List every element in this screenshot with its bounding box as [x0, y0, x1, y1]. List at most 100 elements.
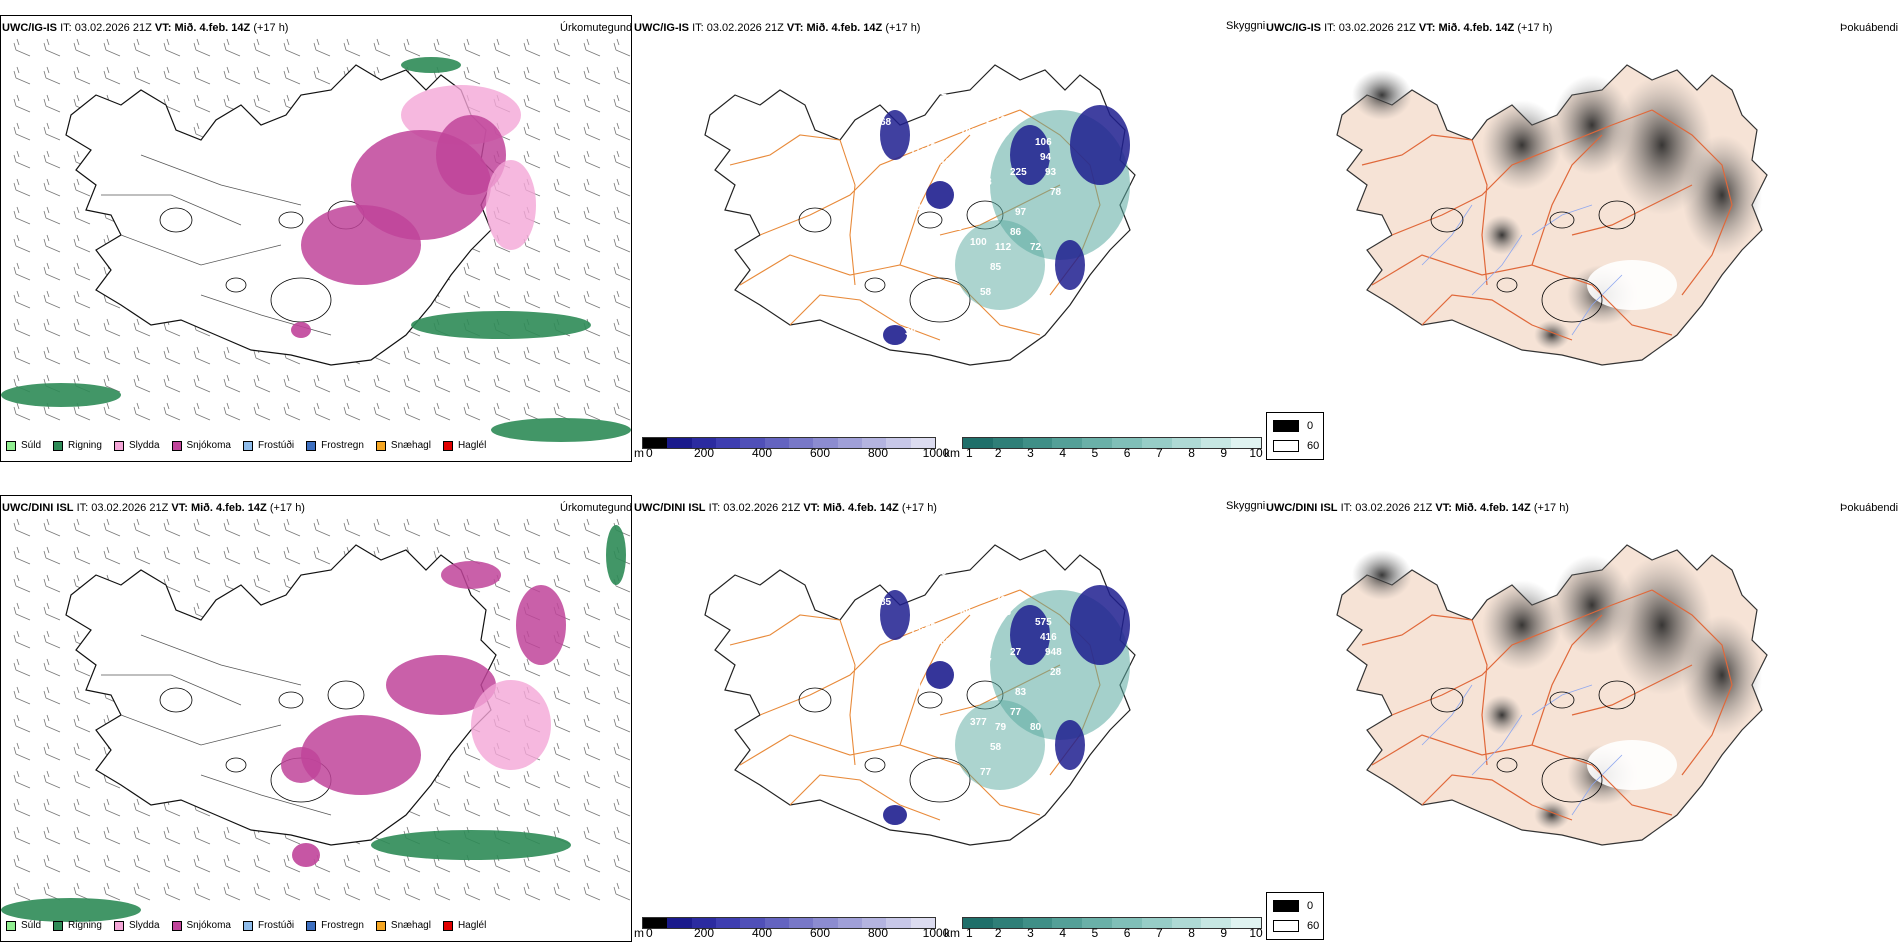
legend-label: Frostúði [257, 920, 295, 931]
colorbar-segment [886, 438, 911, 448]
model-name: UWC/IG-IS [2, 22, 57, 34]
colorbar-tick-label: 10 [1249, 926, 1263, 940]
visibility-value-label: 79 [920, 697, 932, 708]
visibility-value-label: 58 [980, 287, 992, 298]
colorbar-segment [1022, 918, 1053, 928]
fog-shade [1682, 135, 1762, 255]
legend-swatch [306, 920, 317, 931]
visibility-value-label: 72 [1030, 242, 1042, 253]
visibility-value-label: 62 [940, 637, 952, 648]
fog-legend-row: 60 [1267, 436, 1323, 456]
colorbar-segment [910, 438, 935, 448]
vt-value: Mið. 4.feb. 14Z [190, 502, 267, 514]
colorbar-tick-label: 0 [646, 446, 653, 460]
visibility-value-label: 40 [910, 202, 922, 213]
legend-item-haglél: Haglél [442, 440, 486, 451]
height-colorbar-1 [642, 437, 936, 449]
visibility-colorbar-2 [962, 917, 1262, 929]
colorbar-segment [1171, 918, 1202, 928]
legend-item-rigning: Rigning [53, 920, 102, 931]
colorbar-tick-label: 2 [994, 446, 1002, 460]
lead-time: (+17 h) [269, 502, 305, 514]
it-value: 03.02.2026 21Z [706, 22, 784, 34]
snow-area [292, 843, 320, 867]
visibility-ticks-2: 1 2 3 4 5 6 7 8 9 10 [966, 926, 1263, 940]
visibility-value-label: 122 [945, 222, 962, 233]
visibility-value-label: 100 [960, 127, 977, 138]
legend-swatch [442, 440, 453, 451]
colorbar-segment [740, 918, 765, 928]
visibility-value-label: 100 [970, 237, 987, 248]
colorbar-segment [691, 918, 716, 928]
precip-title-2: Úrkomutegund [560, 502, 633, 514]
legend-swatch [442, 920, 453, 931]
colorbar-tick-label: 1000 [922, 926, 950, 940]
legend-item-slydda: Slydda [113, 920, 160, 931]
colorbar-segment [910, 918, 935, 928]
header-vis-2: UWC/DINI ISL IT: 03.02.2026 21Z VT: Mið.… [634, 502, 937, 514]
header-vis-1: UWC/IG-IS IT: 03.02.2026 21Z VT: Mið. 4.… [634, 22, 920, 34]
vt-label: VT: [803, 502, 820, 514]
colorbar-segment [643, 918, 668, 928]
fog-map-2 [1336, 544, 1768, 846]
fog-legend-1: 0 60 [1266, 412, 1324, 460]
fog-legend-swatch [1273, 900, 1299, 912]
visibility-value-label: 27 [1010, 647, 1022, 658]
legend-item-frostúði: Frostúði [242, 920, 295, 931]
legend-swatch [375, 440, 386, 451]
visibility-value-label: 86 [1010, 227, 1022, 238]
fog-shade [1552, 555, 1632, 655]
model-name: UWC/IG-IS [634, 22, 689, 34]
visibility-value-label: 112 [995, 242, 1012, 253]
vis-title-2: Skyggni [1226, 500, 1266, 512]
colorbar-segment [740, 438, 765, 448]
colorbar-tick-label: 8 [1188, 446, 1195, 460]
legend-swatch [113, 440, 124, 451]
header-precip-1: UWC/IG-IS IT: 03.02.2026 21Z VT: Mið. 4.… [2, 22, 288, 34]
colorbar-tick-label: 600 [809, 446, 831, 460]
fog-shade [1352, 70, 1412, 120]
colorbar-segment [1082, 918, 1112, 928]
visibility-value-label: 182 [930, 87, 947, 98]
colorbar-segment [886, 918, 911, 928]
snow-area [441, 561, 501, 589]
legend-label: Snæhagl [390, 920, 431, 931]
fog-legend-label: 0 [1307, 900, 1314, 912]
colorbar-segment [963, 438, 993, 448]
colorbar-tick-label: 6 [1123, 446, 1131, 460]
fog-legend-label: 60 [1307, 920, 1320, 932]
fog-legend-row: 60 [1267, 916, 1323, 936]
visibility-value-label: 70 [995, 595, 1007, 606]
colorbar-segment [992, 438, 1023, 448]
fog-shade [1482, 215, 1522, 255]
it-value: 03.02.2026 21Z [91, 502, 169, 514]
visibility-value-label: 94 [1040, 152, 1052, 163]
colorbar-segment [813, 438, 838, 448]
glacier-outlines [1430, 200, 1636, 323]
fog-shade [1552, 75, 1632, 175]
visibility-value-label: 68 [880, 117, 892, 128]
snow-area [386, 655, 496, 715]
colorbar-segment [963, 918, 993, 928]
rain-area [606, 525, 626, 585]
it-value: 03.02.2026 21Z [1338, 22, 1416, 34]
colorbar-tick-label: 200 [693, 926, 715, 940]
visibility-value-label: 125 [910, 627, 927, 638]
precip-legend-1: Súld Rigning Slydda Snjókoma Frostúði Frostre… [6, 440, 498, 451]
fog-shade [1682, 615, 1762, 735]
vt-label: VT: [171, 502, 188, 514]
colorbar-segment [1201, 918, 1232, 928]
colorbar-tick-label: 5 [1091, 446, 1099, 460]
fog-shade [1482, 100, 1562, 190]
legend-swatch [53, 920, 64, 931]
vt-value: Mið. 4.feb. 14Z [1454, 502, 1531, 514]
legend-label: Haglél [457, 920, 487, 931]
visibility-value-label: 37 [970, 157, 982, 168]
visibility-value-label: 74 [945, 702, 957, 713]
legend-swatch [242, 920, 253, 931]
sleet-area [471, 680, 551, 770]
vt-label: VT: [786, 22, 804, 34]
legend-swatch [375, 920, 386, 931]
